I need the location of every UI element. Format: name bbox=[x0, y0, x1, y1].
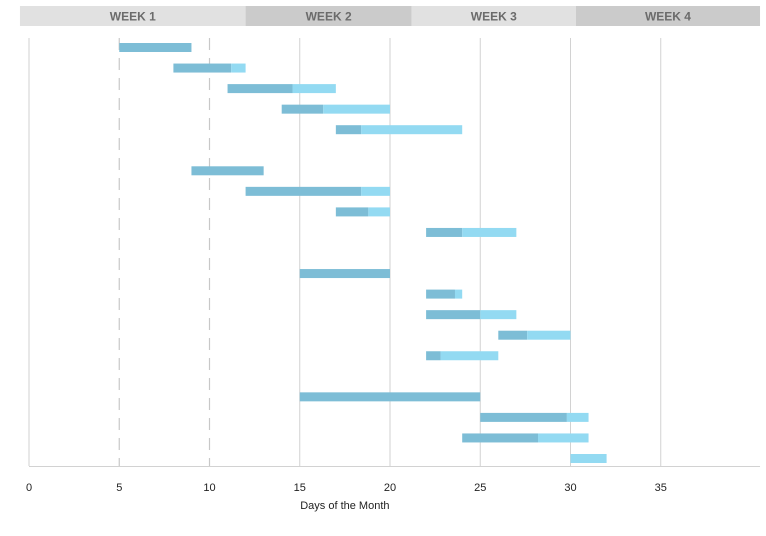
task-bar-remaining bbox=[570, 454, 607, 463]
task-bar-remaining bbox=[292, 84, 336, 94]
x-tick-label: 30 bbox=[564, 482, 576, 494]
task-bars bbox=[119, 43, 607, 463]
task-bar-done bbox=[119, 43, 192, 52]
task-bar-remaining bbox=[368, 207, 390, 217]
x-tick-label: 20 bbox=[384, 482, 396, 494]
week-label: WEEK 1 bbox=[110, 10, 156, 24]
x-tick-label: 15 bbox=[294, 482, 306, 494]
week-band bbox=[411, 6, 576, 26]
task-bar-done bbox=[426, 227, 463, 237]
task-bar-done bbox=[426, 289, 455, 299]
task-bar-remaining bbox=[462, 227, 517, 237]
task-bar-remaining bbox=[231, 63, 246, 73]
week-band bbox=[19, 6, 246, 26]
week-label: WEEK 3 bbox=[471, 10, 517, 24]
task-bar-done bbox=[281, 104, 324, 114]
task-bar-done bbox=[335, 207, 369, 217]
task-bar-remaining bbox=[323, 104, 390, 114]
task-bar-remaining bbox=[440, 351, 499, 361]
task-bar-done bbox=[227, 84, 293, 94]
x-axis-title: Days of the Month bbox=[300, 500, 389, 512]
task-bar-done bbox=[426, 351, 441, 361]
task-bar-remaining bbox=[480, 310, 517, 320]
task-bar-done bbox=[299, 392, 481, 402]
x-tick-label: 0 bbox=[26, 482, 32, 494]
week-band bbox=[575, 6, 761, 26]
task-bar-done bbox=[299, 269, 390, 279]
x-axis: 0 5 10 15 20 25 30 35 bbox=[26, 466, 761, 494]
task-bar-done bbox=[462, 433, 539, 443]
x-tick-label: 5 bbox=[116, 482, 122, 494]
task-bar-remaining bbox=[538, 433, 589, 443]
task-bar-done bbox=[426, 310, 481, 320]
task-bar-done bbox=[173, 63, 232, 73]
x-tick-label: 25 bbox=[474, 482, 486, 494]
week-band bbox=[245, 6, 412, 26]
task-bar-done bbox=[191, 166, 264, 176]
task-bar-done bbox=[480, 412, 567, 422]
task-bar-done bbox=[245, 186, 362, 196]
week-label: WEEK 4 bbox=[645, 10, 691, 24]
task-bar-remaining bbox=[454, 289, 463, 299]
week-header: WEEK 1 WEEK 2 WEEK 3 WEEK 4 bbox=[19, 6, 761, 26]
task-bar-remaining bbox=[527, 330, 571, 340]
week-label: WEEK 2 bbox=[306, 10, 352, 24]
task-bar-done bbox=[498, 330, 528, 340]
task-bar-done bbox=[335, 125, 362, 135]
task-bar-remaining bbox=[361, 186, 390, 196]
x-tick-label: 10 bbox=[203, 482, 215, 494]
x-tick-label: 35 bbox=[655, 482, 667, 494]
gridlines bbox=[28, 38, 662, 466]
task-bar-remaining bbox=[566, 412, 589, 422]
task-bar-remaining bbox=[361, 125, 463, 135]
